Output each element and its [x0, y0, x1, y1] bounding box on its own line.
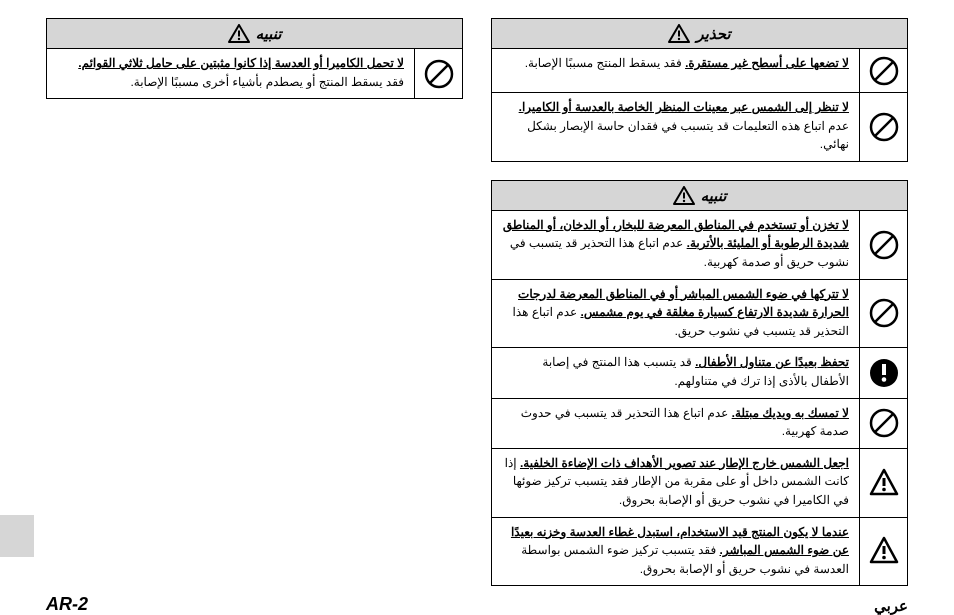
row-icon-cell — [414, 49, 462, 98]
row-text: لا تخزن أو تستخدم في المناطق المعرضة للب… — [492, 211, 859, 279]
table-row: لا تتركها في ضوء الشمس المباشر أو في الم… — [492, 280, 907, 349]
prohibition-icon — [869, 112, 899, 142]
row-rest: عدم اتباع هذه التعليمات قد يتسبب في فقدا… — [527, 119, 849, 152]
caution-box-left: تنبيه لا تحمل الكاميرا أو العدسة إذا كان… — [46, 18, 463, 99]
row-icon-cell — [859, 348, 907, 397]
warning-triangle-outline-icon — [869, 536, 899, 566]
warning-box: تحذير لا تضعها على أسطح غير مستقرة. فقد … — [491, 18, 908, 162]
row-text: اجعل الشمس خارج الإطار عند تصوير الأهداف… — [492, 449, 859, 517]
row-text: لا تمسك به ويديك مبتلة. عدم اتباع هذا ال… — [492, 399, 859, 448]
box-header: تحذير — [492, 19, 907, 49]
warning-triangle-outline-icon — [869, 468, 899, 498]
left-column: تنبيه لا تحمل الكاميرا أو العدسة إذا كان… — [46, 18, 463, 586]
table-row: عندما لا يكون المنتج قيد الاستخدام، استب… — [492, 518, 907, 586]
box-title: تحذير — [696, 25, 730, 43]
row-rest: فقد يسقط المنتج أو يصطدم بأشياء أخرى مسب… — [130, 75, 404, 89]
row-icon-cell — [859, 399, 907, 448]
row-emph: اجعل الشمس خارج الإطار عند تصوير الأهداف… — [520, 456, 849, 470]
row-text: لا تنظر إلى الشمس عبر معينات المنظر الخا… — [492, 93, 859, 161]
prohibition-icon — [424, 59, 454, 89]
page-number: AR-2 — [46, 594, 88, 615]
prohibition-icon — [869, 298, 899, 328]
prohibition-icon — [869, 230, 899, 260]
page-footer: AR-2 عربي — [46, 586, 908, 615]
box-title: تنبيه — [701, 187, 727, 205]
row-icon-cell — [859, 518, 907, 586]
row-text: لا تضعها على أسطح غير مستقرة. فقد يسقط ا… — [492, 49, 859, 92]
row-text: لا تتركها في ضوء الشمس المباشر أو في الم… — [492, 280, 859, 348]
row-text: لا تحمل الكاميرا أو العدسة إذا كانوا مثب… — [47, 49, 414, 98]
table-row: لا تنظر إلى الشمس عبر معينات المنظر الخا… — [492, 93, 907, 161]
box-title: تنبيه — [256, 25, 282, 43]
row-icon-cell — [859, 211, 907, 279]
warning-triangle-icon — [673, 186, 695, 206]
table-row: لا تحمل الكاميرا أو العدسة إذا كانوا مثب… — [47, 49, 462, 98]
prohibition-icon — [869, 408, 899, 438]
table-row: تحفظ بعيدًا عن متناول الأطفال. قد يتسبب … — [492, 348, 907, 398]
row-icon-cell — [859, 49, 907, 92]
prohibition-icon — [869, 56, 899, 86]
warning-triangle-icon — [668, 24, 690, 44]
side-tab — [0, 515, 34, 557]
row-text: عندما لا يكون المنتج قيد الاستخدام، استب… — [492, 518, 859, 586]
row-emph: لا تضعها على أسطح غير مستقرة. — [685, 56, 849, 70]
row-emph: لا تحمل الكاميرا أو العدسة إذا كانوا مثب… — [78, 56, 404, 70]
caution-box-right: تنبيه لا تخزن أو تستخدم في المناطق المعر… — [491, 180, 908, 587]
table-row: لا تضعها على أسطح غير مستقرة. فقد يسقط ا… — [492, 49, 907, 93]
right-column: تحذير لا تضعها على أسطح غير مستقرة. فقد … — [491, 18, 908, 586]
row-emph: لا تمسك به ويديك مبتلة. — [732, 406, 849, 420]
exclamation-circle-icon — [869, 358, 899, 388]
box-header: تنبيه — [492, 181, 907, 211]
page-content: تنبيه لا تحمل الكاميرا أو العدسة إذا كان… — [46, 18, 908, 586]
table-row: اجعل الشمس خارج الإطار عند تصوير الأهداف… — [492, 449, 907, 518]
row-icon-cell — [859, 280, 907, 348]
row-icon-cell — [859, 449, 907, 517]
table-row: لا تخزن أو تستخدم في المناطق المعرضة للب… — [492, 211, 907, 280]
language-label: عربي — [874, 597, 908, 615]
row-icon-cell — [859, 93, 907, 161]
row-text: تحفظ بعيدًا عن متناول الأطفال. قد يتسبب … — [492, 348, 859, 397]
row-emph: تحفظ بعيدًا عن متناول الأطفال. — [695, 355, 849, 369]
warning-triangle-icon — [228, 24, 250, 44]
row-emph: لا تنظر إلى الشمس عبر معينات المنظر الخا… — [519, 100, 849, 114]
row-rest: فقد يسقط المنتج مسببًا الإصابة. — [525, 56, 685, 70]
table-row: لا تمسك به ويديك مبتلة. عدم اتباع هذا ال… — [492, 399, 907, 449]
box-header: تنبيه — [47, 19, 462, 49]
